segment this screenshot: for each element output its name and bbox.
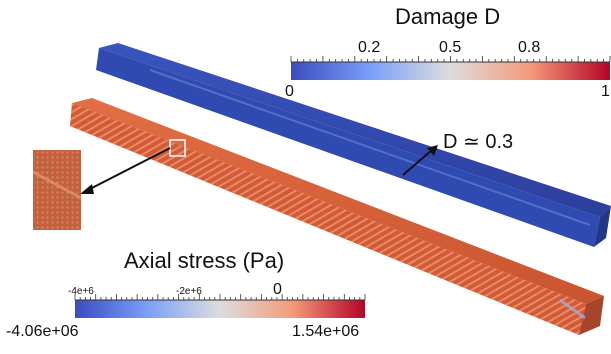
stress-colorbar-ticks — [74, 294, 366, 300]
stress-colorbar — [74, 294, 366, 318]
stress-tick-label: -2e+6 — [176, 286, 202, 297]
stress-beam-stripes — [70, 103, 586, 335]
damage-annotation-arrow-line — [402, 149, 433, 176]
damage-tick-label: 0.5 — [439, 39, 462, 56]
zoom-connector-arrow-line — [87, 147, 171, 191]
zoom-inset-texture-line — [32, 170, 82, 200]
stress-beam-end-highlight — [559, 298, 586, 320]
stress-tick-label: 0 — [273, 281, 282, 298]
damage-min-label: 0 — [285, 83, 294, 100]
stress-beam-top-face — [72, 98, 604, 304]
stress-max-label: 1.54e+06 — [292, 323, 360, 340]
damage-level-annotation: D ≃ 0.3 — [443, 131, 514, 153]
stress-beam-end-face — [579, 296, 604, 335]
damage-colorbar-gradient — [291, 62, 610, 80]
damage-colorbar — [290, 56, 611, 80]
zoom-connector-arrow-head — [80, 184, 94, 194]
damage-beam-top-face — [99, 43, 611, 217]
stress-colorbar-gradient — [75, 300, 365, 318]
damage-annotation-arrow-head — [427, 145, 438, 156]
damage-tick-label: 0.8 — [518, 39, 541, 56]
stress-colorbar-title: Axial stress (Pa) — [124, 248, 285, 273]
damage-tick-label: 0.2 — [358, 39, 381, 56]
damage-beam-end-face — [594, 206, 611, 247]
damage-beam-side-face — [96, 48, 600, 247]
stress-beam — [70, 98, 604, 335]
damage-colorbar-ticks — [290, 56, 611, 62]
damage-beam — [96, 43, 611, 247]
stress-tick-label: -4e+6 — [68, 286, 94, 297]
stress-min-label: -4.06e+06 — [6, 323, 79, 340]
damage-beam-center-band — [149, 69, 591, 226]
damage-colorbar-title: Damage D — [395, 4, 501, 29]
damage-max-label: 1 — [601, 83, 610, 100]
zoom-inset-icon — [33, 150, 81, 230]
